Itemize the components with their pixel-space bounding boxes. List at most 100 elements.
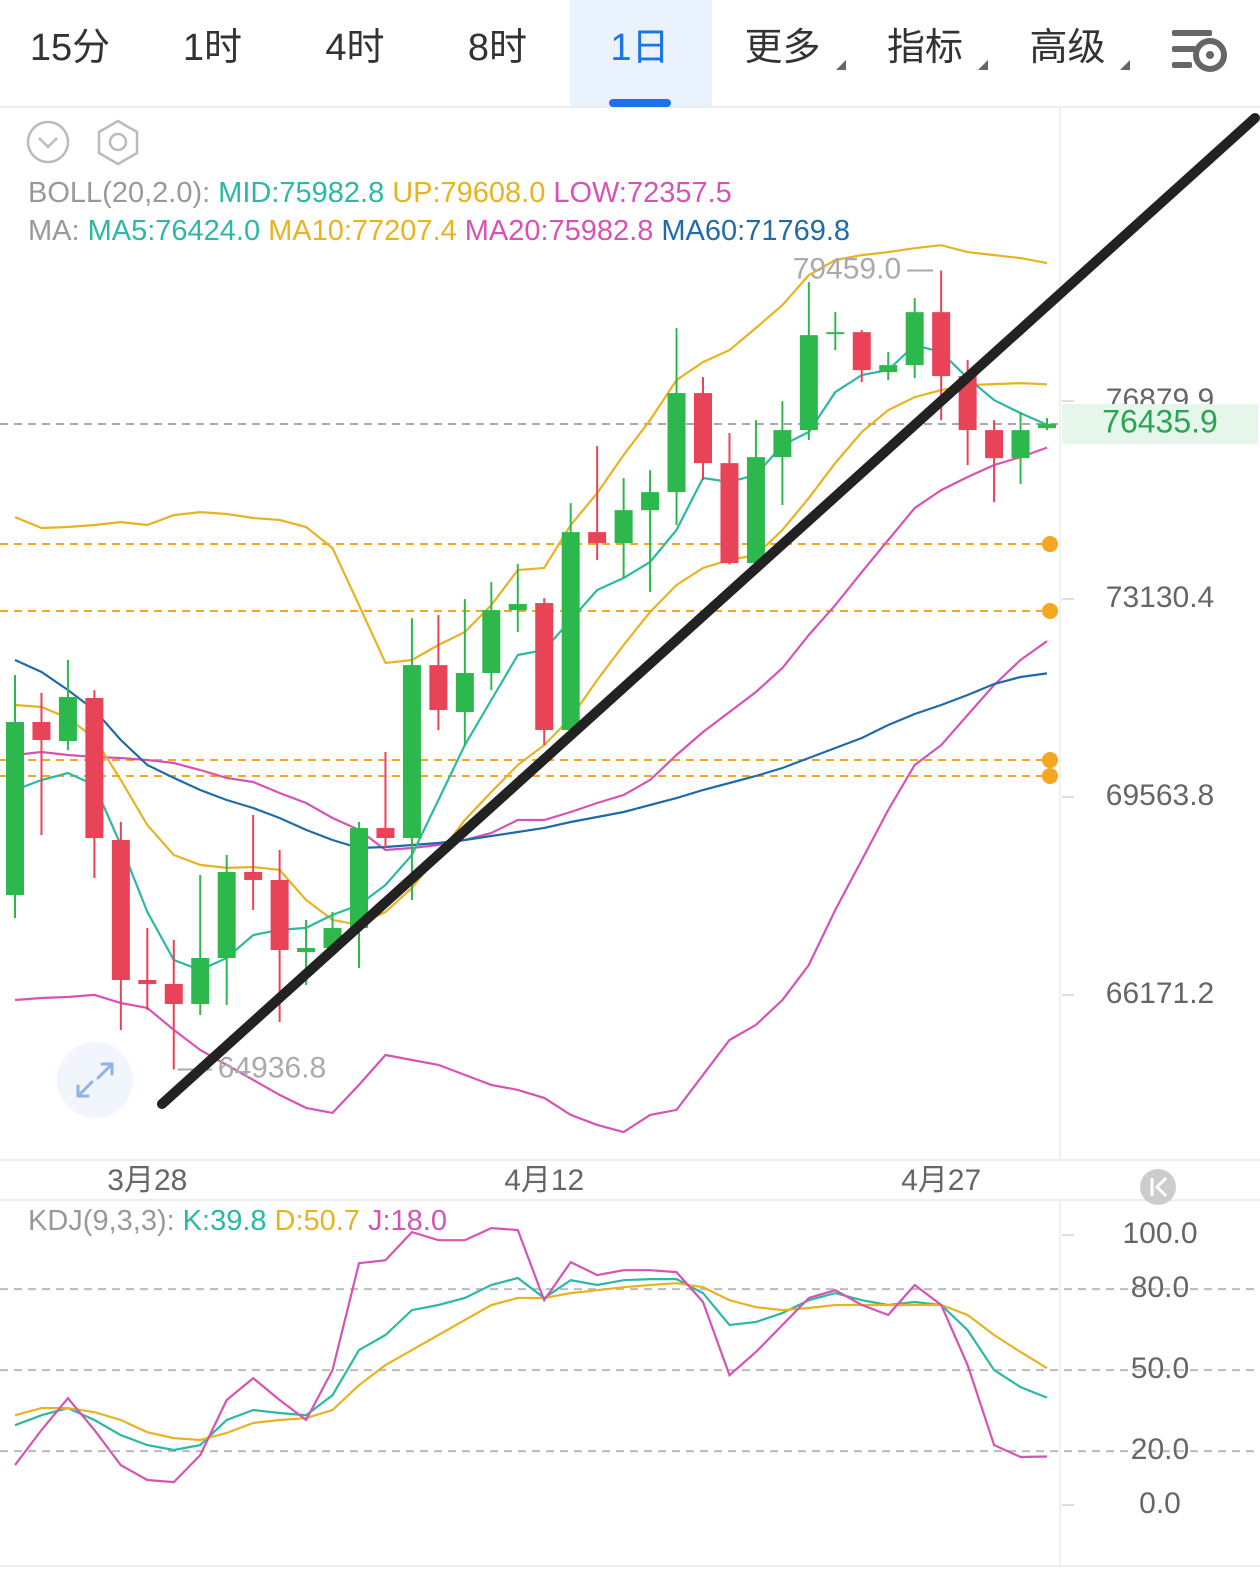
candle-body [58,697,77,742]
candle-body [879,365,898,373]
x-tick-label: 4月12 [504,1164,584,1197]
tab[interactable]: 8时 [468,27,527,69]
kdj-line [14,1226,1048,1484]
y-tick-label: 50.0 [1131,1352,1189,1385]
kdj-line [14,1282,1048,1442]
last-price-label: 76435.9 [1102,404,1218,440]
settings-icon[interactable] [1172,30,1227,72]
candle-body [429,665,448,711]
candle-body [852,332,871,371]
indicator-line [14,446,1048,852]
candle-body [455,673,474,713]
scroll-latest-button[interactable] [1140,1169,1176,1205]
menu-triangle [1120,60,1130,70]
candle-body [720,463,739,564]
legend-item: K:39.8 [183,1205,267,1237]
trend-line [157,113,1260,1109]
legend-item: MID:75982.8 [218,177,384,209]
candle-body [535,603,554,731]
tab[interactable]: 指标 [887,27,963,69]
active-tab-indicator [609,99,671,107]
candle-body [932,312,951,377]
y-tick-label: 0.0 [1139,1487,1181,1520]
candle-body [588,532,607,544]
tab[interactable]: 15分 [30,27,110,69]
candle-body [958,376,977,431]
candle-body [1011,430,1030,459]
y-tick-label: 80.0 [1131,1271,1189,1304]
candle-body [32,722,51,741]
candle-body [376,828,395,839]
indicator-settings-icon[interactable] [97,119,139,166]
tab[interactable]: 4时 [325,27,384,69]
menu-triangle [836,60,846,70]
candle-body [694,393,712,464]
candle-body [773,430,792,458]
candle-body [244,872,263,880]
tab[interactable]: 更多 [744,27,820,69]
y-tick-label: 20.0 [1131,1433,1189,1466]
candle-body [402,665,421,839]
active-tab-bg [570,0,712,106]
alert-dot [1042,767,1058,784]
last-price-tag [1062,404,1258,445]
candle-body [297,948,316,952]
tab[interactable]: 1日 [610,27,669,69]
candle-body [826,332,845,335]
indicator-line [14,658,1048,850]
alert-dot [1042,752,1058,769]
y-tick-label: 100.0 [1122,1217,1197,1250]
alert-dot [1042,536,1058,553]
legend-item: KDJ(9,3,3): [28,1205,175,1237]
candle-body [1038,424,1056,429]
collapse-icon[interactable] [26,120,70,164]
candle-body [905,312,924,366]
legend-item: MA10:77207.4 [268,215,457,247]
y-tick-label: 73130.4 [1106,581,1214,614]
candle-body [614,510,633,544]
y-tick-label: 66171.2 [1106,977,1214,1010]
legend-item: D:50.7 [275,1205,360,1237]
indicator-line [14,640,1048,1134]
legend-item: BOLL(20,2.0): [28,177,210,209]
candle-body [111,840,130,981]
alert-dot [1042,603,1058,620]
y-tick-label: 69563.8 [1106,779,1214,812]
kdj-line [14,1276,1048,1452]
candle-body [667,393,686,493]
candle-body [508,604,527,611]
candle-body [6,722,24,895]
menu-triangle [978,60,988,70]
legend-item: MA20:75982.8 [465,215,654,247]
x-tick-label: 4月27 [901,1164,981,1197]
legend-item: MA5:76424.0 [88,215,261,247]
tab[interactable]: 高级 [1029,27,1105,69]
indicator-line [14,343,1048,972]
legend-item: LOW:72357.5 [553,177,731,209]
candle-body [217,872,236,959]
candle-body [561,532,580,731]
legend-item: UP:79608.0 [392,177,545,209]
legend-item: MA: [28,215,80,247]
candle-body [270,879,289,951]
candle-body [350,828,368,929]
candle-body [482,610,501,674]
expand-button[interactable] [57,1042,133,1118]
tab[interactable]: 1时 [183,27,242,69]
legend-item: MA60:71769.8 [661,215,850,247]
candle-body [641,492,660,511]
legend: BOLL(20,2.0): MID:75982.8 UP:79608.0 LOW:72… [28,177,732,209]
indicator-line [14,381,1048,927]
candle-body [85,697,104,839]
candle-body [138,980,157,985]
candle-body [191,958,210,1004]
legend: KDJ(9,3,3): K:39.8 D:50.7 J:18.0 [28,1205,447,1237]
candle-body [799,335,818,431]
legend-item: J:18.0 [368,1205,447,1237]
candle-body [164,984,183,1004]
high-label: 79459.0 [793,252,901,285]
